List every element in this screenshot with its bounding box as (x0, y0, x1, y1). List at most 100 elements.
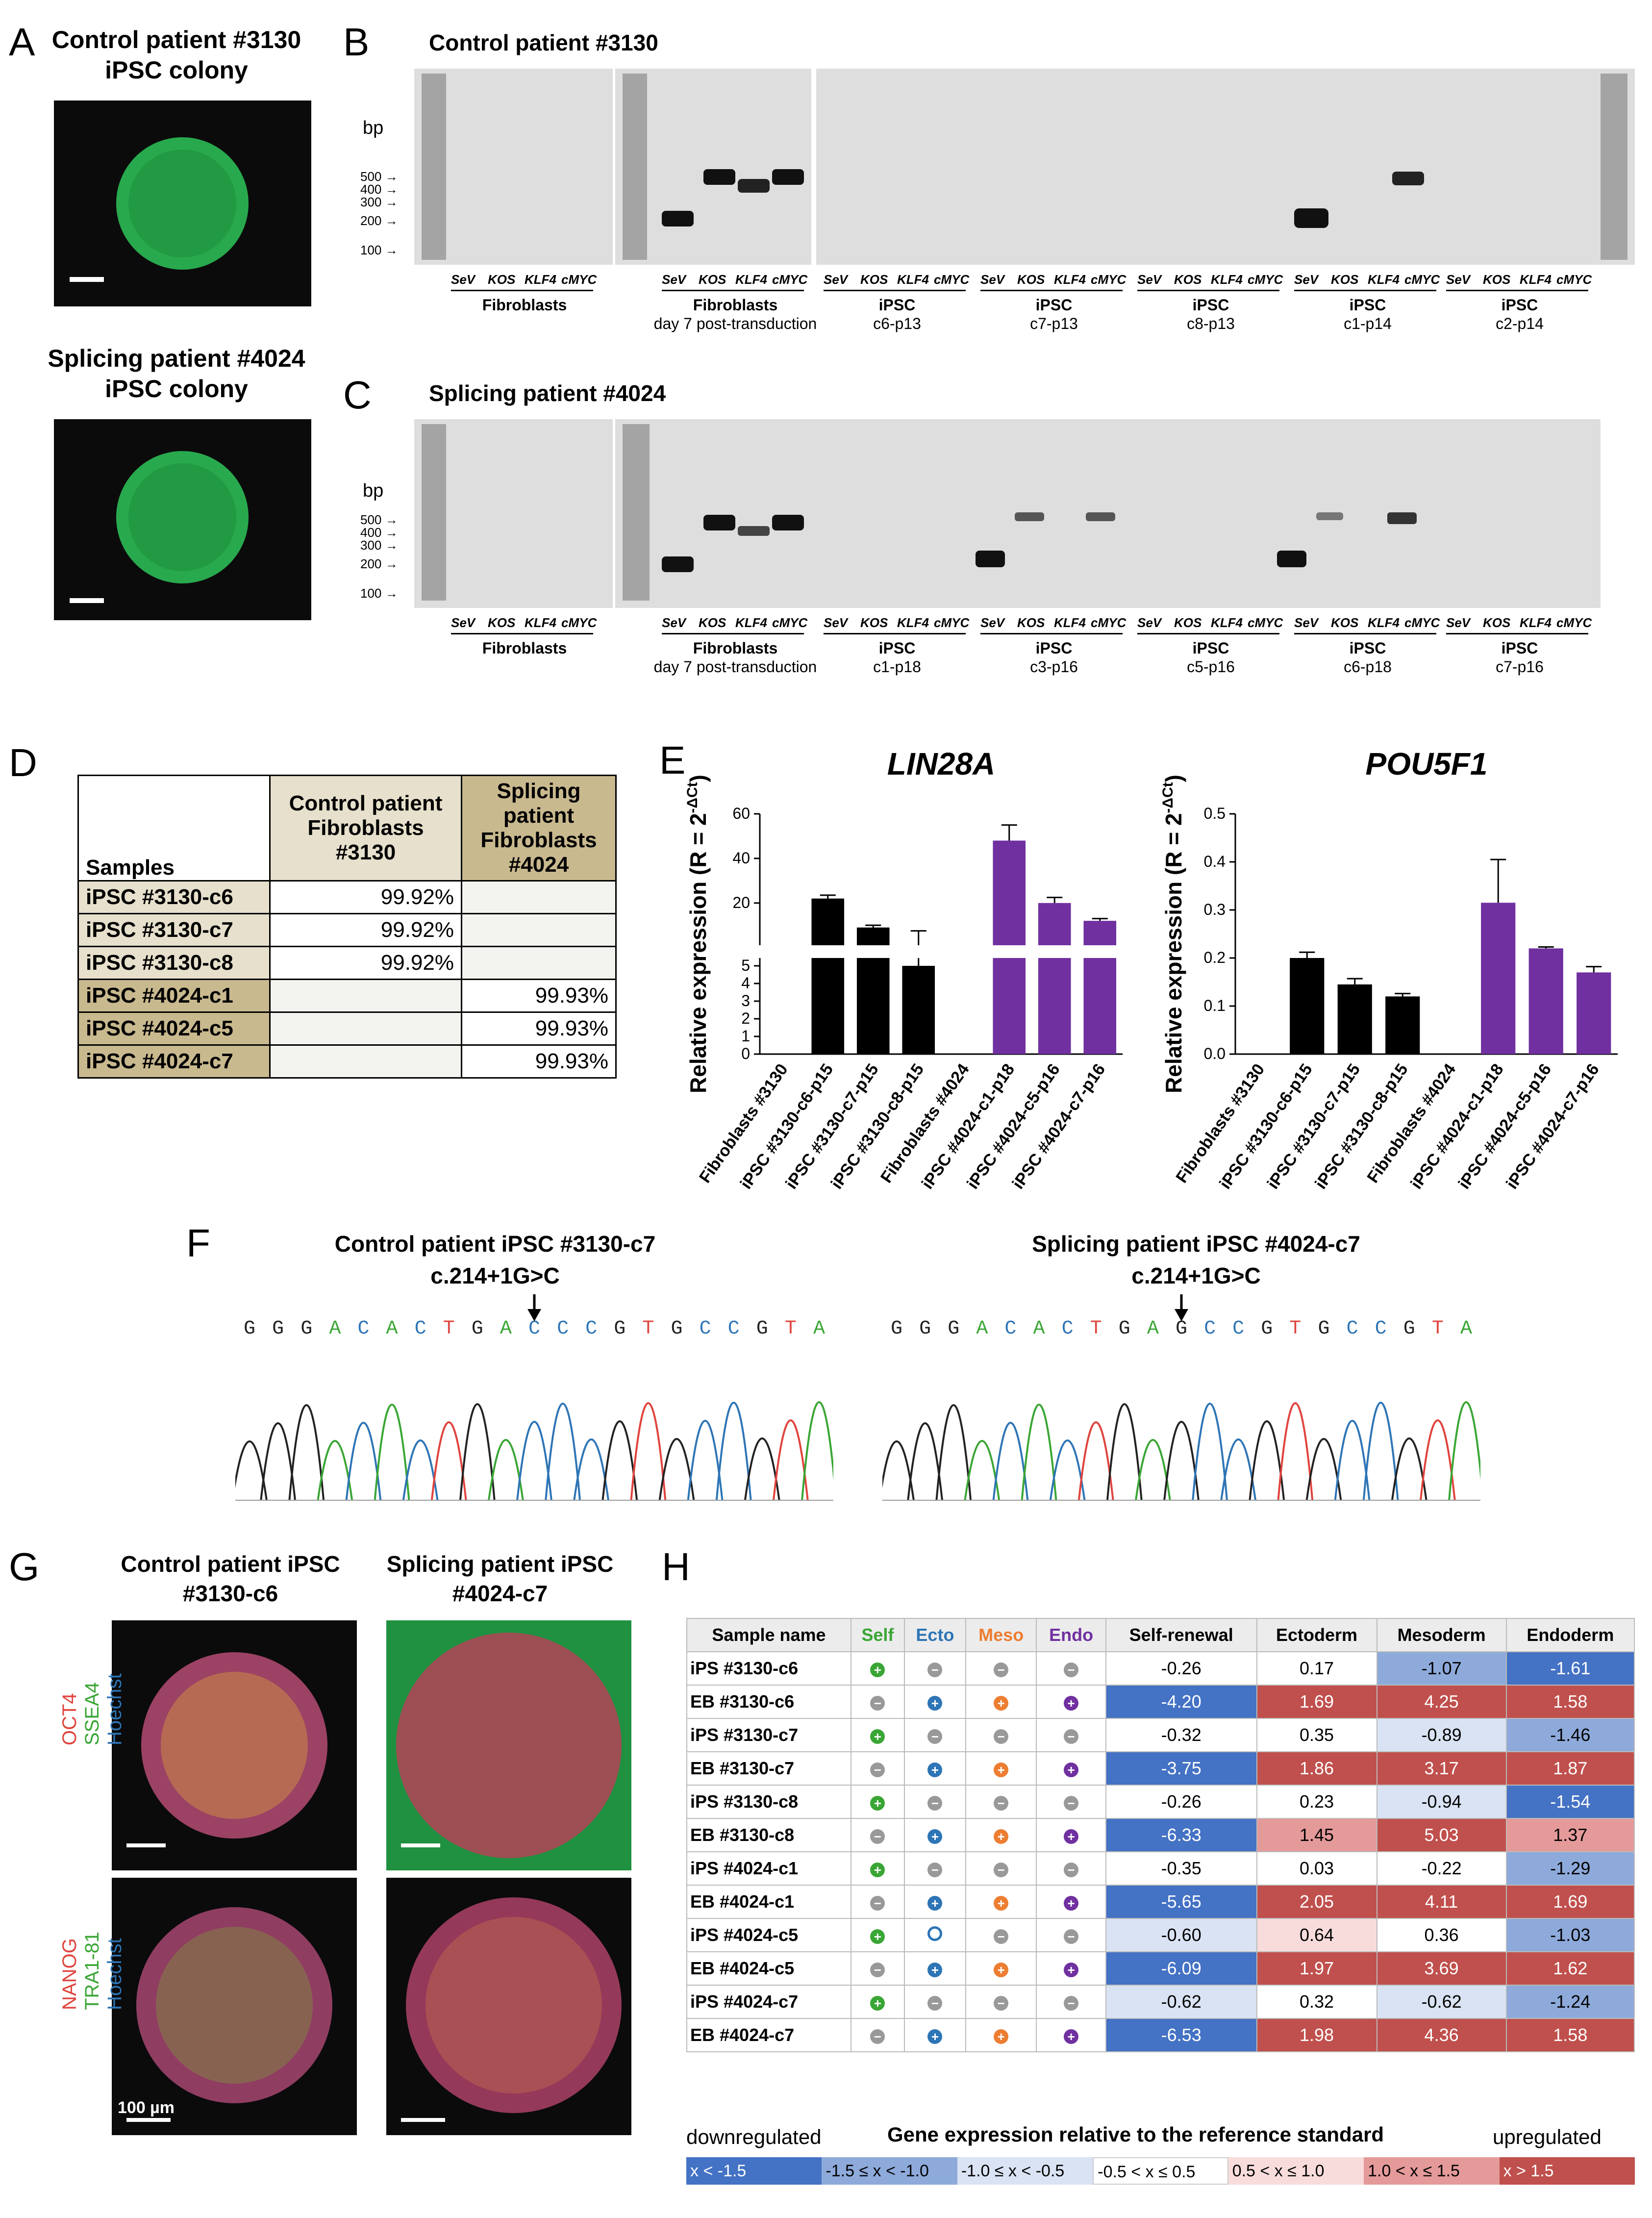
table-row: iPSC #3130-c8 99.92% (77, 946, 617, 980)
lineage-icon-cell: + (1036, 1951, 1106, 1986)
lineage-icon-cell: + (965, 1885, 1037, 1919)
header-cell: Ecto (903, 1618, 967, 1652)
size-marker: 200 → (360, 556, 398, 571)
legend-bin: 0.5 < x ≤ 1.0 (1228, 2157, 1364, 2185)
category-label: iPSC #4024-c5-p16 (1455, 1060, 1555, 1193)
minus-icon: − (994, 1929, 1009, 1944)
base-letter: G (1403, 1318, 1415, 1340)
lane-label: cMYC (772, 615, 808, 630)
lineage-icon-cell: + (965, 1685, 1037, 1719)
header-cell: Self-renewal (1105, 1618, 1257, 1652)
bar (1481, 903, 1516, 1054)
score-cell: -6.09 (1105, 1951, 1257, 1986)
group-label: iPSC c8-p13 (1123, 296, 1299, 333)
score-cell: -6.33 (1105, 1818, 1257, 1852)
lane-label: KLF4 (897, 615, 929, 630)
score-cell: 4.25 (1376, 1685, 1507, 1719)
lane-label: KLF4 (1054, 615, 1086, 630)
size-marker: 300 → (360, 195, 398, 209)
lineage-icon-cell: + (903, 1818, 967, 1852)
base-letter: C (585, 1318, 597, 1340)
peak (658, 1438, 695, 1501)
lane-label: KOS (1331, 615, 1359, 630)
score-cell: 0.32 (1256, 1985, 1377, 2019)
peak (1448, 1401, 1480, 1501)
sample-name: EB #4024-c5 (686, 1951, 851, 1986)
tick-label: 0.5 (1204, 805, 1226, 822)
lineage-icon-cell: − (850, 1951, 905, 1986)
peak (1220, 1438, 1257, 1501)
lineage-icon-cell: − (965, 1985, 1037, 2019)
splicing-value: 99.93% (461, 1044, 617, 1079)
lane-label: cMYC (1248, 615, 1283, 630)
group-name: iPSC (1035, 639, 1073, 657)
score-cell: -3.75 (1105, 1751, 1257, 1786)
base-letter: T (443, 1318, 455, 1340)
base-letter: C (700, 1318, 711, 1340)
lineage-icon-cell: + (903, 1885, 967, 1919)
lineage-icon-cell: + (903, 1685, 967, 1719)
lane-label: KLF4 (1520, 272, 1552, 287)
score-cell: 4.36 (1376, 2018, 1507, 2052)
minus-icon: − (1064, 1996, 1079, 2011)
control-value (269, 979, 462, 1013)
legend-bin: -1.0 ≤ x < -0.5 (957, 2157, 1093, 2185)
control-value (269, 1044, 462, 1079)
control-value: 99.92% (269, 913, 462, 947)
lane-label: KLF4 (1368, 615, 1400, 630)
table-row: iPS #3130-c8 + − − − -0.26 0.23 -0.94 -1.54 (686, 1785, 1635, 1819)
base-letter: C (1347, 1318, 1358, 1340)
bar (1083, 921, 1117, 1054)
lineage-icon-cell: − (850, 1818, 905, 1852)
group-name: Fibroblasts (693, 639, 778, 657)
plus-icon: + (927, 1896, 943, 1911)
lane-label: SeV (980, 615, 1005, 630)
group-sub: c1-p18 (873, 658, 921, 676)
score-cell: -0.89 (1376, 1718, 1507, 1752)
group-line (662, 633, 804, 634)
score-cell: 1.98 (1256, 2018, 1377, 2052)
plus-icon: + (1064, 1696, 1079, 1711)
sample-name: EB #3130-c8 (686, 1818, 851, 1852)
peak (459, 1403, 496, 1501)
minus-icon: − (927, 1796, 943, 1811)
peak (992, 1422, 1029, 1501)
panel-label-h: H (662, 1545, 690, 1588)
splicing-value (461, 880, 617, 914)
score-cell: -5.65 (1105, 1885, 1257, 1919)
lane-label: SeV (451, 272, 476, 287)
size-marker: 100 → (360, 243, 398, 257)
panel-label-e: E (659, 738, 686, 782)
lineage-icon-cell: − (965, 1918, 1037, 1952)
minus-icon: − (870, 2029, 885, 2044)
lane-label: cMYC (1248, 272, 1283, 287)
score-cell: -0.26 (1105, 1651, 1257, 1686)
lane-label: SeV (662, 272, 686, 287)
tick-label: 0.4 (1204, 853, 1226, 870)
score-cell: -0.32 (1105, 1718, 1257, 1752)
table-row: iPS #4024-c1 + − − − -0.35 0.03 -0.22 -1.29 (686, 1851, 1635, 1886)
base-letter: A (329, 1318, 341, 1340)
table-row: EB #3130-c8 − + + + -6.33 1.45 5.03 1.37 (686, 1818, 1635, 1852)
control-value: 99.92% (269, 946, 462, 980)
plus-icon: + (927, 1763, 943, 1777)
lineage-icon-cell: − (850, 1885, 905, 1919)
peak (516, 1421, 552, 1501)
base-letter: G (891, 1318, 902, 1340)
base-letter: C (1204, 1318, 1216, 1340)
peak (1192, 1403, 1228, 1501)
lineage-icon-cell: − (965, 1651, 1037, 1686)
minus-icon: − (927, 1729, 943, 1744)
group-name: iPSC (1192, 296, 1229, 314)
chart-ylabel: Relative expression (R = 2-ΔCt) (1160, 775, 1186, 1093)
peak (907, 1422, 943, 1501)
plus-icon: + (1064, 1763, 1079, 1777)
lane-label: cMYC (934, 272, 970, 287)
lane-label: KOS (1483, 615, 1511, 630)
colony-title-splicing: Splicing patient #4024 iPSC colony (48, 345, 305, 403)
base-letter: T (1432, 1318, 1444, 1340)
variant-arrowhead (527, 1309, 541, 1321)
base-letter: T (1090, 1318, 1102, 1340)
